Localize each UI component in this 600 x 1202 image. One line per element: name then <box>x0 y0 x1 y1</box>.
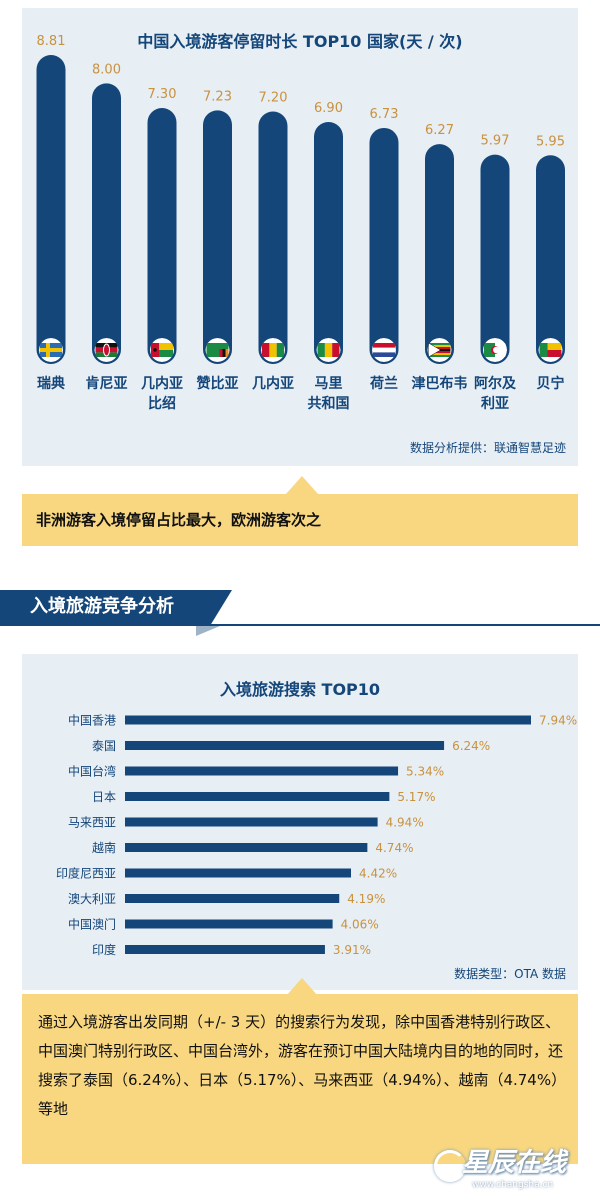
value-label: 5.34% <box>406 765 444 779</box>
section-divider <box>0 624 600 626</box>
bar-0 <box>125 715 531 725</box>
value-label: 4.06% <box>341 918 379 932</box>
value-label: 4.94% <box>386 816 424 830</box>
category-label: 比绍 <box>148 395 176 412</box>
value-label: 5.97 <box>481 134 510 149</box>
bar-2 <box>125 766 399 776</box>
category-label: 马来西亚 <box>68 816 116 830</box>
value-label: 5.95 <box>536 134 565 149</box>
watermark-logo: 星辰在线 www.changsha.cn <box>432 1140 592 1196</box>
bar-6 <box>125 868 352 878</box>
stay-duration-chart-panel: 中国入境游客停留时长 TOP10 国家(天 / 次) 8.81 瑞典 8.00 肯尼亚… <box>22 8 578 466</box>
bar-5 <box>314 121 343 364</box>
value-label: 6.73 <box>370 107 399 122</box>
category-label: 利亚 <box>481 395 509 412</box>
section-header-fold <box>196 626 220 636</box>
value-label: 6.90 <box>314 101 343 116</box>
bar-8 <box>125 919 333 929</box>
value-label: 4.19% <box>347 892 385 906</box>
value-label: 7.30 <box>148 87 177 102</box>
bar-2 <box>147 107 177 364</box>
watermark-swoosh-icon <box>434 1150 466 1182</box>
category-label: 印度尼西亚 <box>56 866 116 881</box>
watermark-text: 星辰在线 <box>462 1148 567 1178</box>
value-label: 4.42% <box>359 867 397 881</box>
guinea-bissau-flag-icon <box>150 338 174 362</box>
category-label: 越南 <box>92 840 116 855</box>
bar-6 <box>369 127 399 364</box>
search-callout: 通过入境游客出发同期（+/- 3 天）的搜索行为发现，除中国香港特别行政区、中国… <box>22 994 578 1164</box>
value-label: 6.24% <box>452 739 490 753</box>
category-label: 中国台湾 <box>68 764 116 779</box>
category-label: 津巴布韦 <box>412 375 468 392</box>
bar-1 <box>125 741 445 750</box>
kenya-flag-icon <box>94 338 119 362</box>
value-label: 4.74% <box>375 841 413 855</box>
value-label: 7.94% <box>539 714 577 728</box>
section-header: 入境旅游竞争分析 <box>0 590 232 624</box>
category-label: 泰国 <box>92 739 116 753</box>
category-label: 瑞典 <box>37 375 65 392</box>
category-label: 澳大利亚 <box>68 892 116 906</box>
category-label: 荷兰 <box>369 375 398 392</box>
stay-duration-chart-title: 中国入境游客停留时长 TOP10 国家(天 / 次) <box>137 32 463 51</box>
search-top10-chart-title: 入境旅游搜索 TOP10 <box>219 680 381 699</box>
search-callout-text: 通过入境游客出发同期（+/- 3 天）的搜索行为发现，除中国香港特别行政区、中国… <box>38 1013 564 1118</box>
value-label: 5.17% <box>397 790 435 804</box>
bar-0 <box>36 55 66 364</box>
guinea-flag-icon <box>261 338 285 362</box>
mali-flag-icon <box>316 338 341 362</box>
sweden-flag-icon <box>39 338 63 362</box>
search-top10-chart: 中国香港 7.94% 泰国 6.24% 中国台湾 5.34% 日本 5.17% 马来西亚 4.94… <box>56 713 577 958</box>
value-label: 7.20 <box>259 90 288 105</box>
stay-duration-source: 数据分析提供：联通智慧足迹 <box>409 441 566 455</box>
value-label: 6.27 <box>425 123 454 138</box>
category-label: 马里 <box>315 376 343 392</box>
bar-5 <box>125 843 368 852</box>
category-label: 贝宁 <box>537 375 565 392</box>
callout-pointer <box>286 978 318 996</box>
value-label: 8.81 <box>37 34 66 49</box>
category-label: 共和国 <box>308 395 350 412</box>
search-top10-source: 数据类型：OTA 数据 <box>454 967 566 981</box>
category-label: 中国澳门 <box>68 917 116 932</box>
category-label: 几内亚 <box>252 375 294 392</box>
category-label: 几内亚 <box>141 375 183 392</box>
bar-1 <box>92 83 121 364</box>
watermark-url: www.changsha.cn <box>472 1180 554 1190</box>
zambia-flag-icon <box>205 338 230 362</box>
category-label: 印度 <box>92 942 116 957</box>
callout-pointer <box>286 476 318 494</box>
netherlands-flag-icon <box>372 338 396 362</box>
bar-8 <box>480 154 510 364</box>
bar-9 <box>536 155 565 364</box>
algeria-flag-icon <box>483 338 507 362</box>
stay-duration-callout-text: 非洲游客入境停留占比最大，欧洲游客次之 <box>36 511 322 529</box>
bar-9 <box>125 945 325 954</box>
bar-3 <box>125 792 390 801</box>
bar-4 <box>258 111 288 365</box>
category-label: 赞比亚 <box>196 375 239 392</box>
bar-7 <box>125 894 340 903</box>
category-label: 肯尼亚 <box>86 375 128 392</box>
stay-duration-callout: 非洲游客入境停留占比最大，欧洲游客次之 <box>22 494 578 546</box>
bar-4 <box>125 817 378 827</box>
category-label: 日本 <box>92 790 116 804</box>
zimbabwe-flag-icon <box>427 338 452 362</box>
search-top10-chart-panel: 入境旅游搜索 TOP10 中国香港 7.94% 泰国 6.24% 中国台湾 5.34% 日本… <box>22 654 578 990</box>
category-label: 阿尔及 <box>474 375 517 392</box>
benin-flag-icon <box>538 338 563 362</box>
category-label: 中国香港 <box>68 713 116 728</box>
bar-3 <box>203 110 232 365</box>
value-label: 3.91% <box>333 943 371 957</box>
value-label: 7.23 <box>203 89 232 104</box>
value-label: 8.00 <box>92 62 121 77</box>
bar-7 <box>425 144 454 364</box>
